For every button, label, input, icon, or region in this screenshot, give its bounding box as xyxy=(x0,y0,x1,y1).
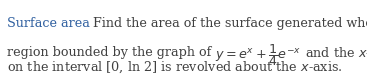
Text: Surface area: Surface area xyxy=(7,17,90,30)
Text: on the interval [0, ln 2] is revolved about the $x$-axis.: on the interval [0, ln 2] is revolved ab… xyxy=(7,60,342,75)
Text: and the $x$-axis: and the $x$-axis xyxy=(301,46,367,60)
Text: region bounded by the graph of: region bounded by the graph of xyxy=(7,46,215,59)
Text: Find the area of the surface generated when the: Find the area of the surface generated w… xyxy=(90,17,367,30)
Text: $y = e^x + \dfrac{1}{4}e^{-x}$: $y = e^x + \dfrac{1}{4}e^{-x}$ xyxy=(215,42,301,68)
